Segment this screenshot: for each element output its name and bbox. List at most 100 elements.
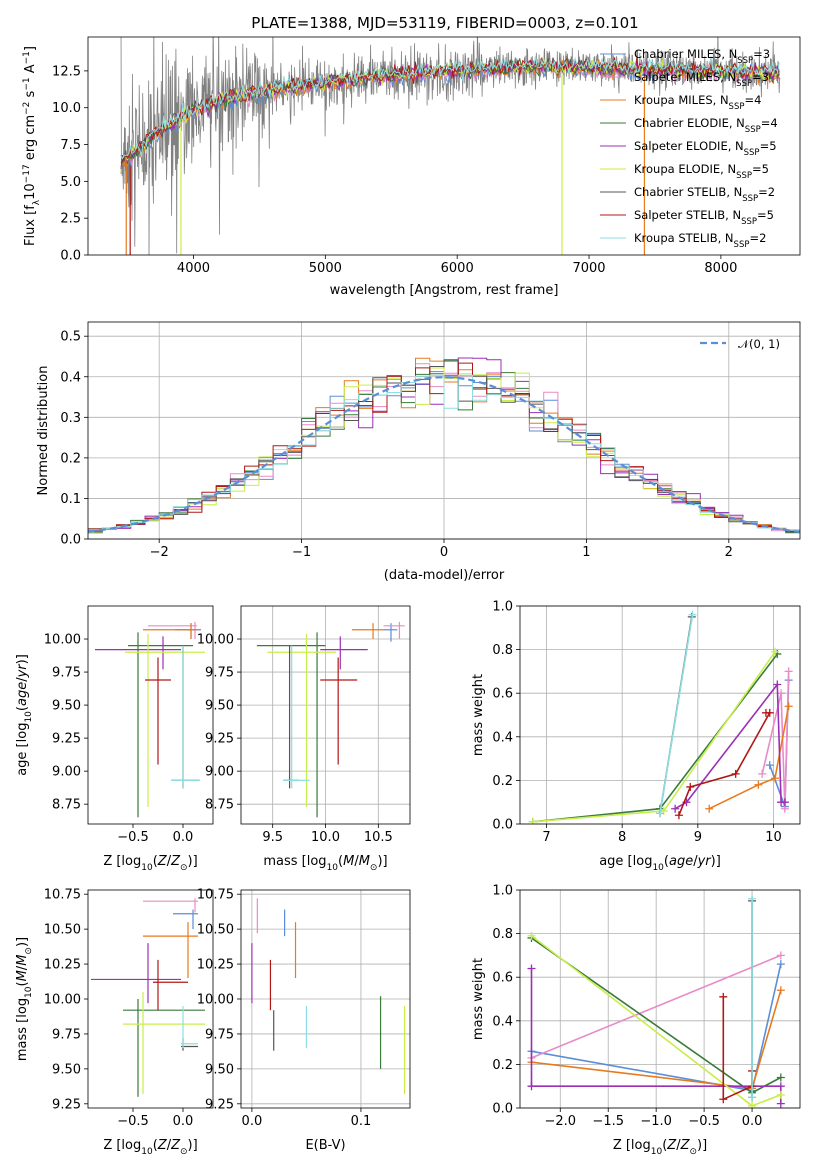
point-marker xyxy=(776,1073,785,1082)
plot-area xyxy=(527,894,785,1108)
point-marker xyxy=(527,1082,536,1091)
point-marker xyxy=(674,811,683,820)
x-tick-label: 1 xyxy=(582,545,590,560)
errorbar-salpeter_elodie xyxy=(95,636,181,670)
y-axis-label: mass weight xyxy=(471,958,486,1040)
y-tick-label: 9.75 xyxy=(205,1027,234,1042)
panel-age_vs_mass: 9.5 10.0 10.5 8.75 9.00 9.25 9.50 9.75 10.00 mass… xyxy=(197,605,411,873)
errorbar-kroupa_stelib xyxy=(283,645,310,789)
y-tick-label: 0.0 xyxy=(60,249,81,264)
panel-spectrum: 4000 5000 6000 7000 8000 0.0 2.5 5.0 7.5 10.0 12.5… xyxy=(22,36,801,298)
legend-label-chabrier_stelib: Chabrier STELIB, NSSP=2 xyxy=(634,185,775,204)
y-tick-label: 9.50 xyxy=(205,699,234,714)
point-marker xyxy=(528,817,537,824)
series-kroupa_stelib xyxy=(656,610,697,818)
point-marker xyxy=(776,1099,785,1108)
y-tick-label: 0.2 xyxy=(492,774,513,789)
series-salpeter_stelib xyxy=(674,708,774,820)
x-tick-label: 0.0 xyxy=(742,1114,763,1129)
x-tick-label: −2 xyxy=(150,545,169,560)
x-tick-label: 9.5 xyxy=(262,830,283,845)
series-line xyxy=(659,614,694,814)
legend-label-kroupa_elodie: Kroupa ELODIE, NSSP=5 xyxy=(634,162,769,181)
point-marker xyxy=(686,782,695,791)
errorbar-salpeter_stelib xyxy=(320,657,358,765)
point-marker xyxy=(777,689,786,698)
y-tick-label: 10.00 xyxy=(44,633,81,648)
series-line xyxy=(722,996,753,1101)
errorbar-chabrier_miles xyxy=(173,909,198,930)
y-tick-label: 10.0 xyxy=(52,101,81,116)
gridlines xyxy=(520,605,800,825)
normal-curve xyxy=(88,376,800,533)
point-marker xyxy=(754,780,763,789)
y-tick-label: 0.4 xyxy=(492,730,513,745)
series-line xyxy=(531,954,782,1059)
point-marker xyxy=(671,804,680,813)
y-tick-label: 9.50 xyxy=(52,699,81,714)
axes-frame xyxy=(87,321,801,540)
point-marker xyxy=(771,647,780,656)
point-marker xyxy=(731,769,740,778)
y-axis-label: age [log10(age/yr)] xyxy=(15,654,34,776)
x-tick-label: −2.0 xyxy=(544,1114,576,1129)
point-marker xyxy=(748,894,757,903)
x-tick-label: 5000 xyxy=(309,261,342,276)
legend-label-salpeter_elodie: Salpeter ELODIE, NSSP=5 xyxy=(634,139,777,158)
axes-frame xyxy=(240,605,411,825)
errorbar-kroupa_miles xyxy=(143,922,198,979)
y-tick-label: 0.2 xyxy=(492,1058,513,1073)
plot-area xyxy=(120,37,781,255)
y-tick-label: 10.50 xyxy=(197,923,234,938)
point-marker xyxy=(776,1090,785,1099)
x-axis-label: age [log10(age/yr)] xyxy=(599,854,721,873)
panel-age_vs_Z: −0.5 0.0 8.75 9.00 9.25 9.50 9.75 10.00 Z [log10… xyxy=(15,605,214,873)
y-tick-label: 0.1 xyxy=(60,492,81,507)
y-tick-label: 0.0 xyxy=(492,818,513,833)
gridlines xyxy=(520,889,800,1109)
errorbar-chabrier_elodie xyxy=(123,999,205,1097)
series-chabrier_elodie xyxy=(528,649,782,824)
legend-label-salpeter_stelib: Salpeter STELIB, NSSP=5 xyxy=(634,208,774,227)
legend-label-salpeter_miles: Salpeter MILES, NSSP=3 xyxy=(634,70,769,89)
x-tick-label: 2 xyxy=(725,545,733,560)
point-marker xyxy=(527,931,536,940)
errorbar-salpeter_elodie xyxy=(320,636,368,670)
errorbar-kroupa_stelib xyxy=(171,645,200,789)
y-tick-label: 0.8 xyxy=(492,927,513,942)
legend-label-chabrier_elodie: Chabrier ELODIE, NSSP=4 xyxy=(634,116,778,135)
x-tick-label: −1.0 xyxy=(640,1114,672,1129)
x-tick-label: 6000 xyxy=(441,261,474,276)
y-tick-label: 9.00 xyxy=(52,765,81,780)
y-tick-label: 8.75 xyxy=(205,798,234,813)
y-axis-label: mass [log10(M/M⊙)] xyxy=(15,937,34,1061)
plot-area xyxy=(256,621,405,818)
x-axis-label: Z [log10(Z/Z⊙)] xyxy=(103,854,197,873)
point-marker xyxy=(748,1101,757,1108)
y-tick-label: 0.4 xyxy=(492,1014,513,1029)
x-tick-label: 0.0 xyxy=(173,830,194,845)
legend-label-chabrier_miles: Chabrier MILES, NSSP=3 xyxy=(634,47,770,66)
panel-weight_vs_Z: −2.0 −1.5 −1.0 −0.5 0.0 0.0 0.2 0.4 0.6 0.8 1.0 mas… xyxy=(471,884,801,1157)
series-line xyxy=(532,653,778,823)
panel-mass_vs_Z: −0.5 0.0 9.25 9.50 9.75 10.00 10.25 10.50 10.75 Z… xyxy=(15,888,214,1157)
point-marker xyxy=(705,804,714,813)
point-marker xyxy=(784,667,793,676)
histogram-kroupa_elodie xyxy=(88,367,800,534)
x-tick-label: −0.5 xyxy=(688,1114,720,1129)
point-marker xyxy=(688,610,697,619)
axes-frame xyxy=(240,889,411,1109)
y-tick-label: 9.50 xyxy=(52,1062,81,1077)
x-tick-label: 9 xyxy=(694,830,702,845)
model-line-kroupa_stelib xyxy=(120,56,780,160)
y-tick-label: 0.0 xyxy=(60,533,81,548)
axes-frame xyxy=(519,605,801,825)
axes-layer: 4000 5000 6000 7000 80000.02.55.07.510.012.5… xyxy=(15,36,801,1157)
point-marker xyxy=(719,1095,728,1104)
x-tick-label: 0.0 xyxy=(173,1114,194,1129)
series-salpeter_elodie xyxy=(671,680,789,813)
point-marker xyxy=(776,1082,785,1091)
errorbar-chabrier_stelib xyxy=(171,645,199,789)
y-tick-label: 9.75 xyxy=(52,1027,81,1042)
